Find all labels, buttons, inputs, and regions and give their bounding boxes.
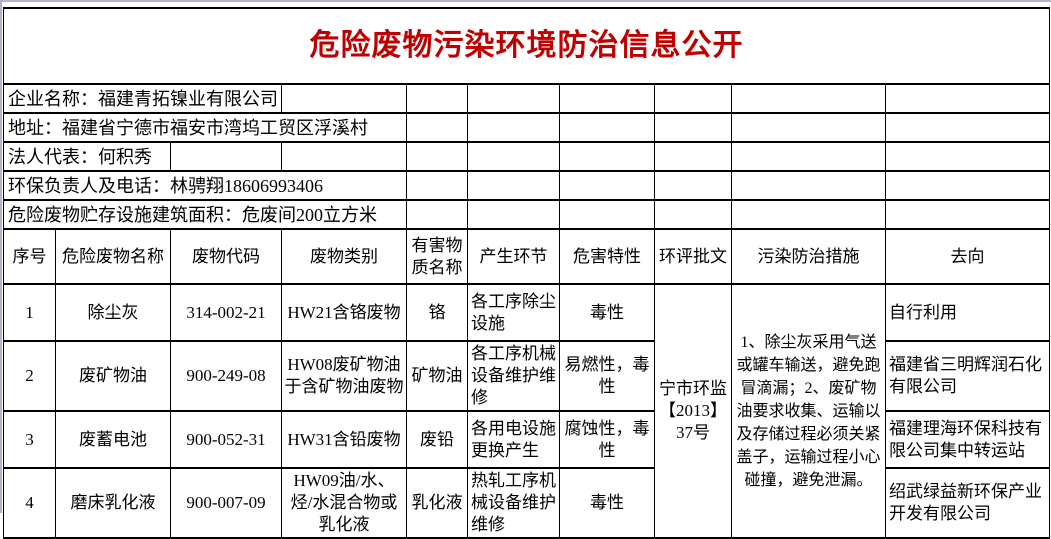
info-row-legal-rep: 法人代表：何积秀: [3, 141, 1051, 172]
table-row: 1 除尘灰 314-002-21 HW21含铬废物 铬 各工序除尘设施 毒性 宁…: [3, 283, 1051, 539]
waste-code-cell: 900-007-09: [170, 467, 282, 539]
info-row-address: 地址：福建省宁德市福安市湾坞工贸区浮溪村: [3, 112, 1051, 143]
serial-cell: 3: [3, 410, 56, 469]
legal-rep-text: 法人代表：何积秀: [3, 141, 171, 172]
disclosure-table: 危险废物污染环境防治信息公开 企业名称：福建青拓镍业有限公司 地址：福建省宁德市…: [2, 7, 1051, 539]
empty-cell: [884, 199, 1051, 230]
header-serial: 序号: [3, 228, 56, 285]
empty-cell: [884, 112, 1051, 143]
table-row: 2 废矿物油 900-249-08 HW08废矿物油于含矿物油废物 矿物油 各工…: [3, 340, 1051, 412]
header-waste-name: 危险废物名称: [55, 228, 171, 285]
company-name-text: 企业名称：福建青拓镍业有限公司: [3, 83, 282, 114]
generation-stage-cell: 热轧工序机械设备维护维修: [467, 467, 560, 539]
hazard-cell: 腐蚀性，毒性: [559, 410, 655, 469]
storage-area-text: 危险废物贮存设施建筑面积：危废间200立方米: [3, 199, 407, 230]
info-row-storage-area: 危险废物贮存设施建筑面积：危废间200立方米: [3, 199, 1051, 230]
approval-doc-cell: 宁市环监【2013】37号: [654, 283, 732, 539]
header-hazard: 危害特性: [559, 228, 655, 285]
generation-stage-cell: 各工序机械设备维护维修: [467, 340, 560, 412]
waste-name-cell: 除尘灰: [55, 283, 171, 342]
waste-category-cell: HW21含铬废物: [281, 283, 407, 342]
prevention-measures-cell: 1、除尘灰采用气送或罐车输送，避免跑冒滴漏；2、废矿物油要求收集、运输以及存储过…: [731, 283, 886, 539]
header-harmful-substance: 有害物质名称: [406, 228, 468, 285]
hazard-cell: 毒性: [559, 283, 655, 342]
generation-stage-cell: 各工序除尘设施: [467, 283, 560, 342]
empty-cell: [654, 141, 732, 172]
empty-cell: [406, 199, 468, 230]
table-row: 3 废蓄电池 900-052-31 HW31含铅废物 废铅 各用电设施更换产生 …: [3, 410, 1051, 469]
empty-cell: [559, 199, 655, 230]
empty-cell: [281, 141, 407, 172]
serial-cell: 4: [3, 467, 56, 539]
empty-cell: [559, 170, 655, 201]
info-row-env-contact: 环保负责人及电话：林骋翔18606993406: [3, 170, 1051, 201]
empty-cell: [884, 141, 1051, 172]
waste-name-cell: 废蓄电池: [55, 410, 171, 469]
destination-cell: 自行利用: [884, 283, 1051, 342]
header-waste-code: 废物代码: [170, 228, 282, 285]
empty-cell: [467, 141, 560, 172]
empty-cell: [170, 141, 282, 172]
serial-cell: 2: [3, 340, 56, 412]
header-prevention-measures: 污染防治措施: [731, 228, 886, 285]
header-waste-category: 废物类别: [281, 228, 407, 285]
header-destination: 去向: [884, 228, 1051, 285]
empty-cell: [731, 112, 886, 143]
info-row-company-name: 企业名称：福建青拓镍业有限公司: [3, 83, 1051, 114]
harmful-substance-cell: 矿物油: [406, 340, 468, 412]
env-contact-text: 环保负责人及电话：林骋翔18606993406: [3, 170, 407, 201]
harmful-substance-cell: 铬: [406, 283, 468, 342]
harmful-substance-cell: 废铅: [406, 410, 468, 469]
hazard-cell: 易燃性，毒性: [559, 340, 655, 412]
waste-category-cell: HW31含铅废物: [281, 410, 407, 469]
empty-cell: [467, 199, 560, 230]
title-row: 危险废物污染环境防治信息公开: [2, 7, 1051, 85]
empty-cell: [467, 112, 560, 143]
header-approval-doc: 环评批文: [654, 228, 732, 285]
empty-cell: [406, 83, 468, 114]
empty-cell: [731, 199, 886, 230]
empty-cell: [406, 141, 468, 172]
empty-cell: [559, 112, 655, 143]
waste-name-cell: 磨床乳化液: [55, 467, 171, 539]
destination-cell: 福建理海环保科技有限公司集中转运站: [884, 410, 1051, 469]
generation-stage-cell: 各用电设施更换产生: [467, 410, 560, 469]
empty-cell: [654, 83, 732, 114]
waste-code-cell: 900-052-31: [170, 410, 282, 469]
empty-cell: [654, 199, 732, 230]
hazard-cell: 毒性: [559, 467, 655, 539]
destination-cell: 绍武绿益新环保产业开发有限公司: [884, 467, 1051, 539]
waste-category-cell: HW08废矿物油于含矿物油废物: [281, 340, 407, 412]
page-title: 危险废物污染环境防治信息公开: [2, 7, 1051, 85]
empty-cell: [731, 141, 886, 172]
page-edge-top: [0, 0, 1051, 2]
header-generation-stage: 产生环节: [467, 228, 560, 285]
waste-code-cell: 314-002-21: [170, 283, 282, 342]
empty-cell: [559, 83, 655, 114]
empty-cell: [467, 170, 560, 201]
empty-cell: [731, 83, 886, 114]
empty-cell: [731, 170, 886, 201]
destination-cell: 福建省三明辉润石化有限公司: [884, 340, 1051, 412]
table-row: 4 磨床乳化液 900-007-09 HW09油/水、烃/水混合物或乳化液 乳化…: [3, 467, 1051, 539]
serial-cell: 1: [3, 283, 56, 342]
empty-cell: [884, 83, 1051, 114]
table-header-row: 序号 危险废物名称 废物代码 废物类别 有害物质名称 产生环节 危害特性 环评批…: [3, 228, 1051, 285]
harmful-substance-cell: 乳化液: [406, 467, 468, 539]
waste-name-cell: 废矿物油: [55, 340, 171, 412]
address-text: 地址：福建省宁德市福安市湾坞工贸区浮溪村: [3, 112, 407, 143]
empty-cell: [654, 112, 732, 143]
empty-cell: [884, 170, 1051, 201]
empty-cell: [281, 83, 407, 114]
empty-cell: [406, 170, 468, 201]
waste-code-cell: 900-249-08: [170, 340, 282, 412]
empty-cell: [406, 112, 468, 143]
waste-category-cell: HW09油/水、烃/水混合物或乳化液: [281, 467, 407, 539]
empty-cell: [467, 83, 560, 114]
page-edge-left: [0, 0, 2, 513]
empty-cell: [654, 170, 732, 201]
empty-cell: [559, 141, 655, 172]
